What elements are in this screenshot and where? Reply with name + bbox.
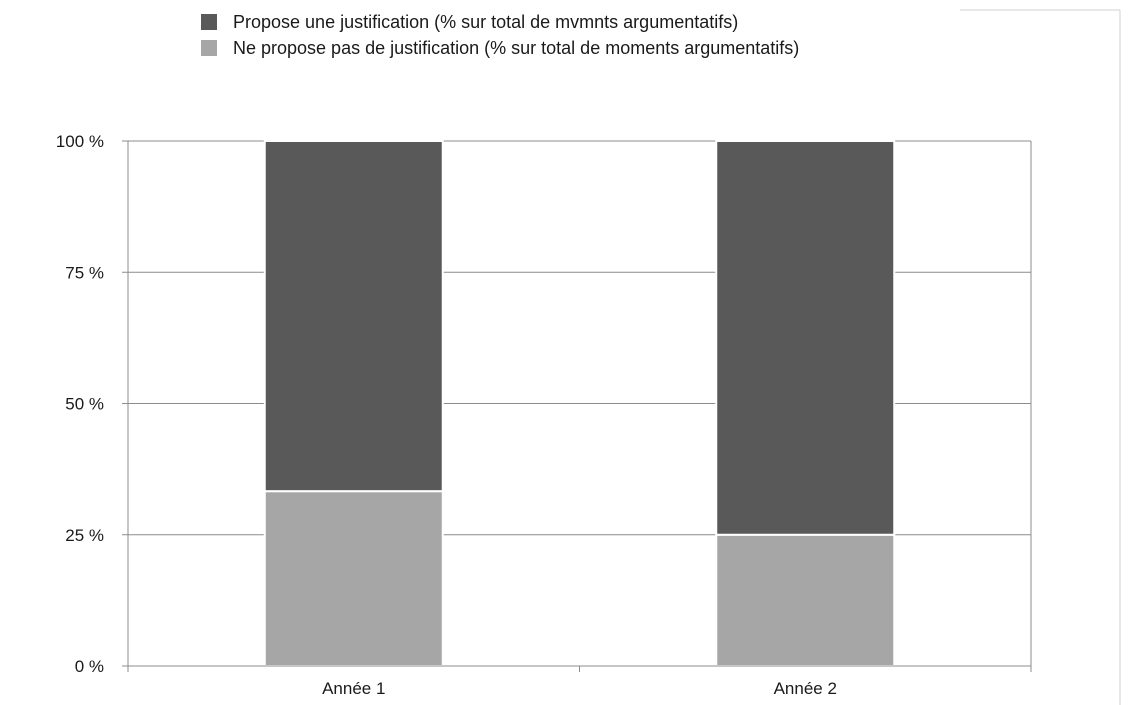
legend-label-no-justification: Ne propose pas de justification (% sur t… bbox=[233, 37, 800, 58]
chart-legend: Propose une justification (% sur total d… bbox=[201, 9, 799, 61]
chart-gridlines bbox=[128, 140, 1031, 536]
legend-item-justification: Propose une justification (% sur total d… bbox=[201, 9, 799, 35]
y-tick-label: 25 % bbox=[65, 526, 104, 545]
y-tick-label: 0 % bbox=[75, 657, 104, 676]
bar-segment-no-justification-1 bbox=[263, 490, 444, 667]
chart-bars bbox=[263, 140, 896, 667]
y-tick-label: 100 % bbox=[56, 132, 104, 151]
y-tick-label: 50 % bbox=[65, 395, 104, 414]
legend-swatch-no-justification bbox=[201, 40, 217, 56]
x-tick-label: Année 1 bbox=[322, 679, 385, 698]
bar-segment-no-justification-2 bbox=[715, 533, 896, 667]
x-axis-ticks: Année 1 Année 2 bbox=[322, 666, 837, 698]
y-tick-label: 75 % bbox=[65, 263, 104, 282]
bar-segment-justification-1 bbox=[263, 140, 444, 493]
legend-label-justification: Propose une justification (% sur total d… bbox=[233, 11, 739, 32]
bar-segment-justification-2 bbox=[715, 140, 896, 536]
legend-swatch-justification bbox=[201, 14, 217, 30]
legend-item-no-justification: Ne propose pas de justification (% sur t… bbox=[201, 35, 799, 61]
x-tick-label: Année 2 bbox=[774, 679, 837, 698]
y-axis-ticks: 0 % 25 % 50 % 75 % 100 % bbox=[56, 132, 128, 676]
